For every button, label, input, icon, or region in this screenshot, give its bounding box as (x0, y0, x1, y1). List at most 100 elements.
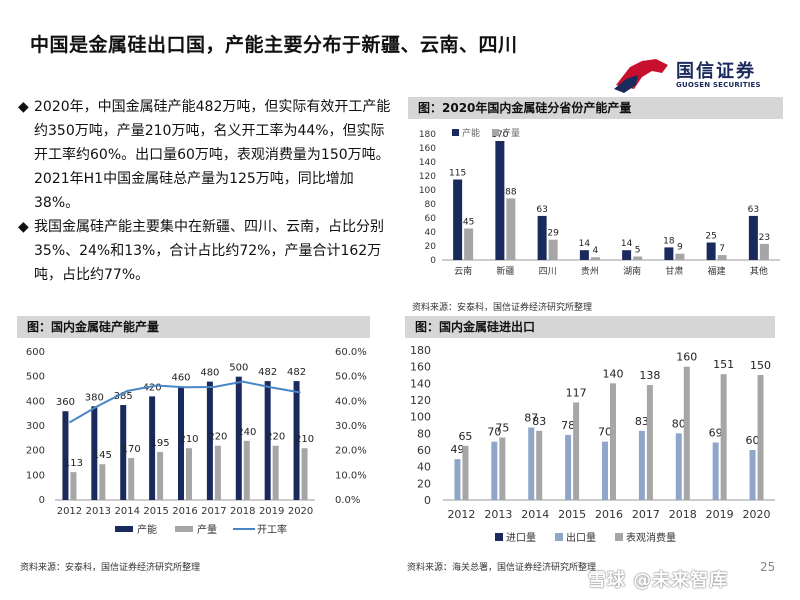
x-tick-label: 2020 (743, 508, 771, 521)
bar (491, 441, 498, 500)
bar (70, 472, 77, 500)
x-tick-label: 2012 (447, 508, 475, 521)
chart1-source: 资料来源：安泰科，国信证券经济研究所整理 (412, 303, 593, 313)
page-number: 25 (760, 560, 776, 574)
x-tick-label: 2019 (706, 508, 734, 521)
x-tick-label: 2012 (57, 506, 82, 517)
y-tick-label: 20 (425, 242, 437, 252)
x-tick-label: 2016 (595, 508, 623, 521)
bar (206, 381, 213, 500)
y-tick-label: 80 (417, 427, 431, 440)
data-label: 65 (458, 430, 472, 443)
data-label: 4 (593, 246, 599, 256)
bar (91, 406, 98, 500)
data-label: 220 (208, 432, 227, 443)
y-tick-label: 100 (419, 186, 436, 196)
y-tick-label: 140 (410, 377, 431, 390)
bar (495, 141, 505, 260)
y-tick-label: 0 (39, 495, 45, 506)
chart1-title: 图：2020年国内金属硅分省份产能产量 (408, 97, 783, 119)
bar (528, 427, 535, 500)
y-tick-label: 160 (419, 144, 436, 154)
x-tick-label: 2013 (86, 506, 111, 517)
bar (633, 256, 643, 260)
data-label: 115 (449, 169, 466, 179)
y-tick-label: 120 (419, 172, 436, 182)
bar (235, 376, 242, 500)
y-tick-label: 40 (425, 228, 437, 238)
data-label: 210 (179, 434, 198, 445)
bar (565, 435, 572, 500)
bar (675, 433, 682, 500)
bar (759, 243, 769, 260)
y-tick-label: 100 (26, 470, 45, 481)
bar (748, 215, 758, 260)
bar (664, 247, 674, 260)
bar (622, 250, 632, 260)
legend-swatch (452, 129, 459, 136)
bar (301, 448, 308, 500)
data-label: 482 (287, 367, 306, 378)
y-tick-label: 180 (410, 344, 431, 357)
legend-label: 产量 (197, 523, 217, 536)
x-tick-label: 2017 (632, 508, 660, 521)
bar (757, 375, 764, 500)
company-logo: 国信证券 GUOSEN SECURITIES (612, 55, 782, 95)
data-label: 220 (266, 432, 285, 443)
data-label: 87 (524, 412, 538, 425)
bar (149, 396, 156, 500)
data-label: 240 (237, 427, 256, 438)
x-tick-label: 2017 (201, 506, 226, 517)
data-label: 113 (64, 458, 83, 469)
legend-label: 产能 (462, 127, 480, 139)
y-tick-label: 20 (417, 477, 431, 490)
province-capacity-chart: 02040608010012014016018011545云南17088新疆63… (419, 127, 780, 277)
data-label: 45 (463, 218, 474, 228)
legend-swatch (615, 533, 623, 541)
bar (638, 430, 645, 500)
capacity-output-chart: 0 100 200 300 400 500 600 0.0% 10.0% 20.0% 30.0% 40… (26, 347, 367, 536)
data-label: 70 (598, 426, 612, 439)
data-label: 160 (676, 351, 697, 364)
bar (214, 445, 221, 500)
y-tick-label: 600 (26, 347, 45, 358)
utilization-line (68, 380, 301, 424)
y-tick-label: 200 (26, 446, 45, 457)
legend-swatch (492, 129, 499, 136)
legend-swatch (495, 533, 503, 541)
y-tick-label: 160 (410, 361, 431, 374)
bullet-text: 我国金属硅产能主要集中在新疆、四川、云南，占比分别35%、24%和13%，合计占… (34, 219, 384, 283)
bar (712, 442, 719, 500)
data-label: 69 (709, 427, 723, 440)
x-tick-label: 2018 (669, 508, 697, 521)
legend-label: 表观消费量 (626, 531, 676, 544)
bar (590, 257, 600, 260)
data-label: 83 (635, 415, 649, 428)
chart2-title: 图：国内金属硅产能产量 (17, 316, 370, 338)
data-label: 9 (677, 243, 683, 253)
bullet-list: ◆ 2020年，中国金属硅产能482万吨，但实际有效开工产能约350万吨，产量2… (18, 95, 398, 287)
data-label: 195 (151, 438, 170, 449)
data-label: 482 (258, 367, 277, 378)
bar (683, 366, 690, 500)
data-label: 78 (561, 419, 575, 432)
bar (120, 405, 127, 500)
x-tick-label: 2016 (172, 506, 197, 517)
bar (243, 440, 250, 500)
bar (128, 458, 135, 500)
bar (706, 242, 716, 260)
watermark: 雪球 @未来智库 (588, 570, 729, 591)
bar (537, 215, 547, 260)
x-tick-label: 其他 (750, 265, 768, 277)
data-label: 5 (635, 246, 641, 256)
data-label: 14 (579, 239, 591, 249)
legend-label: 产能 (137, 523, 157, 536)
data-label: 80 (672, 417, 686, 430)
y2-tick-label: 20.0% (335, 446, 367, 457)
data-label: 63 (748, 205, 759, 215)
bar (62, 411, 69, 500)
y-tick-label: 40 (417, 461, 431, 474)
y2-tick-label: 10.0% (335, 470, 367, 481)
x-tick-label: 2014 (521, 508, 549, 521)
slide-title: 中国是金属硅出口国，产能主要分布于新疆、云南、四川 (30, 34, 518, 56)
